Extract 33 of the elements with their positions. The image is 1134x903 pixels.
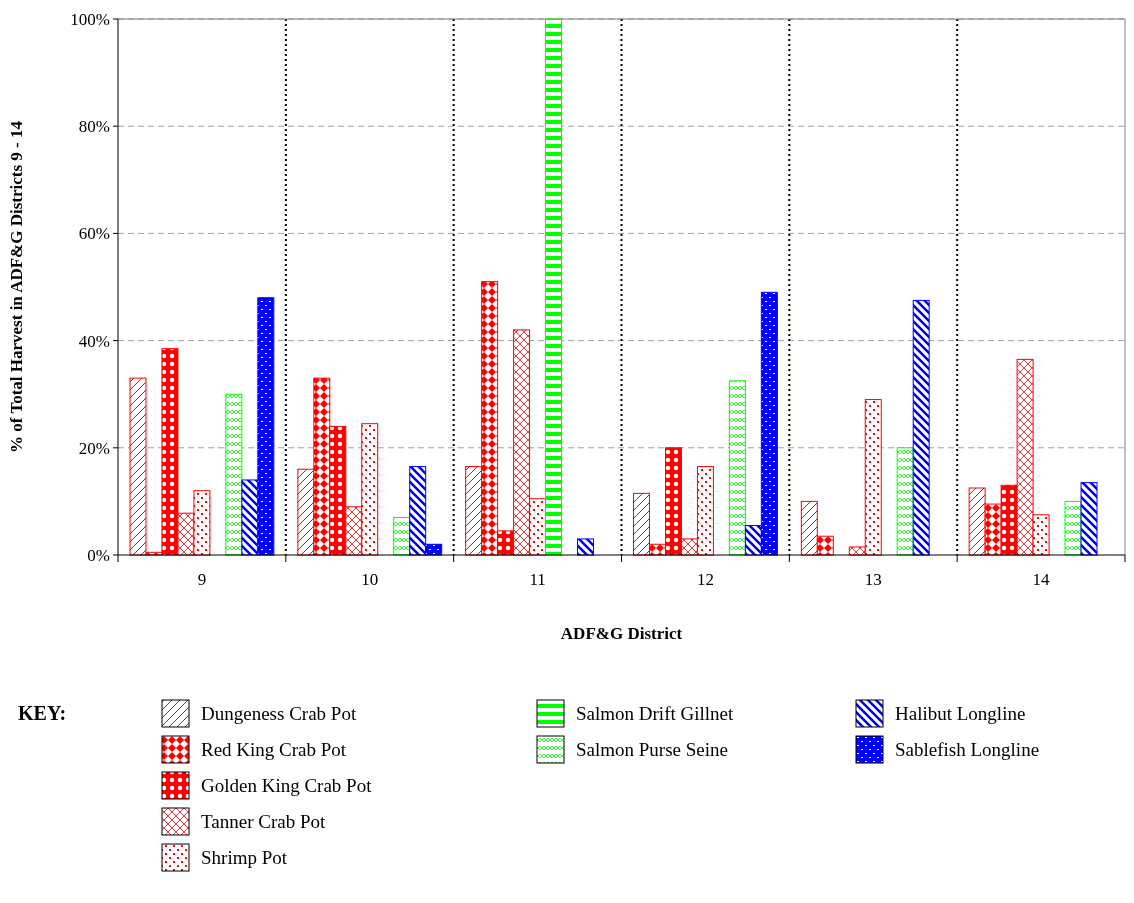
x-tick-label: 9	[197, 570, 207, 589]
bar	[545, 18, 563, 556]
x-tick-label: 11	[529, 570, 546, 589]
bar	[896, 447, 914, 556]
legend-label: Tanner Crab Pot	[201, 810, 326, 832]
x-tick-label: 13	[864, 570, 882, 589]
y-axis-title: % of Total Harvest in ADF&G Districts 9 - 14	[7, 120, 26, 453]
x-tick-label: 12	[696, 570, 714, 589]
y-tick-label: 40%	[78, 331, 110, 351]
legend-label: Red King Crab Pot	[201, 738, 347, 760]
legend-title: KEY:	[18, 702, 67, 724]
y-tick-label: 80%	[78, 117, 110, 137]
x-tick-label: 10	[361, 570, 379, 589]
legend-label: Halibut Longline	[895, 702, 1026, 724]
y-tick-label: 20%	[78, 438, 110, 458]
x-axis-title: ADF&G District	[560, 624, 683, 643]
legend-label: Shrimp Pot	[201, 846, 288, 868]
bar	[912, 299, 930, 556]
y-tick-label: 0%	[87, 545, 110, 565]
bar	[577, 538, 595, 556]
legend-label: Sablefish Longline	[895, 738, 1040, 760]
legend-label: Dungeness Crab Pot	[201, 702, 357, 724]
y-tick-label: 60%	[78, 224, 110, 244]
legend-label: Golden King Crab Pot	[201, 774, 373, 796]
bar	[393, 516, 411, 556]
bar	[728, 380, 746, 556]
x-tick-label: 14	[1032, 570, 1051, 589]
bar	[1064, 500, 1082, 556]
legend-label: Salmon Drift Gillnet	[576, 702, 734, 724]
legend-label: Salmon Purse Seine	[576, 738, 728, 760]
bar	[225, 393, 243, 556]
bar	[1080, 482, 1098, 556]
y-tick-label: 100%	[70, 9, 110, 29]
